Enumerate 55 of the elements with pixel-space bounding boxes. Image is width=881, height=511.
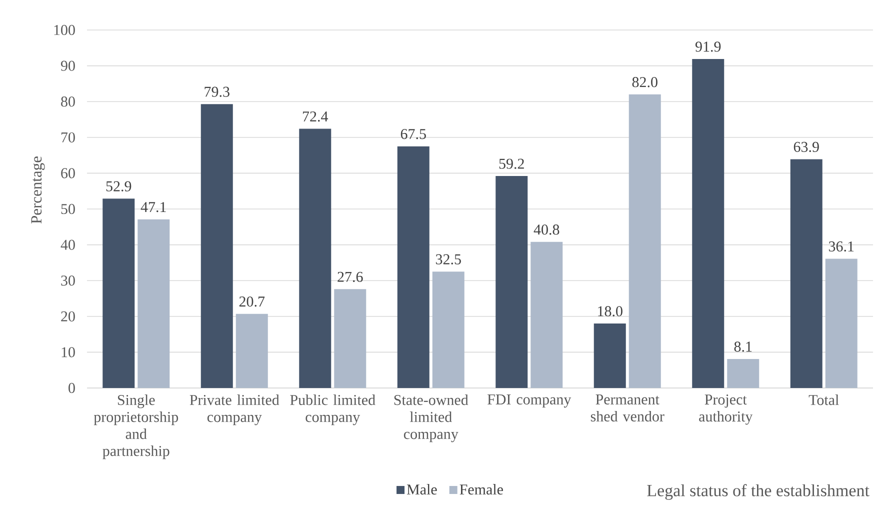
y-axis-title: Percentage (31, 156, 45, 224)
y-tick-label: 100 (54, 24, 75, 36)
bar (138, 219, 170, 388)
bar (727, 358, 760, 388)
y-tick-label: 40 (60, 240, 75, 250)
x-axis-title: Legal status of the establishment (647, 484, 870, 500)
bar (530, 242, 563, 388)
y-tick-label: 50 (61, 204, 75, 214)
bar (236, 314, 268, 388)
bar (496, 176, 528, 388)
x-tick-label: FDI company (487, 394, 572, 408)
bar (594, 324, 626, 388)
y-tick-label: 70 (61, 132, 75, 142)
bar (102, 198, 135, 388)
data-label: 91.9 (695, 42, 721, 52)
y-tick-label: 80 (61, 96, 75, 107)
x-tick-label: Private limited company (190, 394, 280, 426)
data-label: 27.6 (338, 272, 363, 282)
x-tick-label: Public limited company (290, 394, 376, 426)
bar (825, 258, 858, 388)
legend-label: Male (406, 484, 437, 495)
data-label: 79.3 (204, 86, 230, 97)
data-label: 32.5 (436, 254, 461, 264)
data-label: 52.9 (106, 181, 132, 192)
x-tick-label: Permanent shed vendor (590, 394, 664, 422)
data-label: 59.2 (499, 158, 524, 169)
data-label: 36.1 (828, 241, 854, 252)
data-label: 82.0 (632, 77, 658, 88)
x-tick-label: State-owned limited company (394, 394, 468, 442)
x-tick-label: Single proprietorship and partnership (94, 394, 178, 460)
bar (397, 146, 430, 388)
data-label: 8.1 (734, 342, 752, 352)
y-tick-label: 10 (62, 347, 75, 358)
bar (432, 272, 464, 388)
x-tick-label: Total (808, 394, 839, 406)
bar (299, 128, 332, 388)
data-label: 63.9 (794, 142, 819, 152)
data-label: 40.8 (534, 224, 560, 235)
bar (628, 94, 661, 388)
bar (692, 58, 724, 388)
data-label: 18.0 (598, 306, 622, 316)
y-tick-label: 30 (61, 276, 75, 286)
bar (200, 104, 233, 388)
y-tick-label: 0 (68, 382, 75, 394)
data-label: 20.7 (239, 296, 265, 307)
data-label: 47.1 (140, 202, 166, 212)
y-tick-label: 90 (60, 60, 75, 71)
x-tick-label: Project authority (699, 394, 753, 425)
data-label: 72.4 (302, 111, 328, 122)
data-label: 67.5 (400, 129, 426, 140)
bar (334, 289, 366, 388)
y-tick-label: 60 (61, 168, 75, 178)
bar (790, 159, 822, 388)
y-tick-label: 20 (61, 311, 75, 322)
legend-label: Female (460, 484, 503, 495)
